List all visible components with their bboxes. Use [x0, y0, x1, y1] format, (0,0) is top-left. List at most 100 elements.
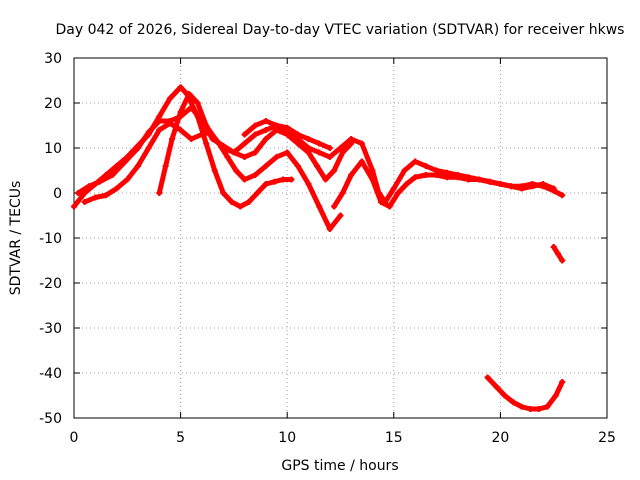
data-point: [177, 84, 184, 91]
data-point: [305, 136, 312, 142]
data-point: [81, 199, 88, 205]
y-tick-label: -30: [39, 321, 62, 337]
data-point: [262, 136, 269, 142]
data-point: [252, 172, 259, 178]
data-point: [271, 178, 278, 185]
data-point: [113, 185, 120, 192]
data-point: [262, 181, 269, 187]
data-point: [510, 399, 517, 406]
data-point: [497, 181, 504, 187]
data-point: [252, 122, 259, 129]
data-point: [331, 203, 338, 210]
data-point: [145, 129, 152, 136]
data-point: [162, 163, 169, 169]
data-point: [422, 163, 429, 169]
data-point: [348, 172, 355, 178]
data-point: [401, 167, 408, 174]
data-point: [245, 199, 252, 205]
data-point: [326, 226, 333, 232]
data-point: [316, 140, 323, 147]
x-tick-label: 20: [491, 430, 509, 446]
data-point: [358, 140, 365, 147]
data-point: [220, 145, 227, 151]
data-point: [508, 183, 515, 190]
data-point: [326, 145, 333, 151]
data-point: [254, 190, 261, 196]
data-point: [145, 145, 152, 151]
data-point: [316, 203, 323, 210]
data-point: [518, 403, 525, 410]
series-line: [485, 375, 565, 412]
data-point: [203, 122, 210, 129]
series-layer: [71, 84, 566, 412]
data-point: [454, 174, 461, 181]
ticks-layer: 0 5 10 15 20 25 -50 -40 -30 -20 -10 0 10 20 30: [39, 51, 616, 446]
x-tick-label: 5: [176, 430, 185, 446]
data-point: [529, 183, 536, 190]
data-point: [203, 140, 210, 147]
data-point: [233, 167, 240, 174]
data-point: [337, 145, 344, 151]
data-point: [484, 374, 491, 381]
data-point: [262, 127, 269, 133]
data-point: [134, 145, 141, 151]
data-point: [305, 145, 312, 151]
data-point: [241, 140, 248, 147]
data-point: [102, 192, 109, 199]
y-tick-label: -40: [39, 366, 62, 382]
data-point: [109, 172, 116, 178]
series-s6: [331, 158, 557, 210]
data-point: [241, 176, 248, 183]
y-tick-label: 10: [44, 141, 62, 157]
data-point: [550, 185, 557, 192]
data-point: [156, 190, 163, 196]
data-point: [228, 199, 235, 205]
series-s4: [156, 91, 355, 196]
y-tick-label: -20: [39, 276, 62, 292]
data-point: [75, 190, 82, 196]
data-point: [358, 158, 365, 165]
series-line: [156, 91, 354, 196]
data-point: [554, 250, 561, 257]
data-point: [230, 149, 237, 156]
x-axis-label: GPS time / hours: [281, 458, 398, 474]
data-point: [316, 149, 323, 156]
data-point: [322, 176, 329, 183]
data-point: [284, 149, 291, 156]
data-point: [186, 91, 193, 97]
data-point: [348, 136, 355, 142]
data-point: [559, 379, 566, 385]
data-point: [305, 181, 312, 187]
y-tick-label: 0: [53, 186, 62, 202]
data-point: [378, 199, 385, 205]
data-point: [518, 185, 525, 192]
data-point: [395, 190, 402, 196]
data-point: [124, 176, 131, 183]
data-point: [527, 406, 534, 412]
x-tick-label: 10: [278, 430, 296, 446]
data-point: [465, 176, 472, 183]
data-point: [211, 136, 218, 142]
data-point: [403, 181, 410, 187]
data-point: [166, 95, 173, 102]
data-point: [386, 203, 393, 210]
data-point: [339, 190, 346, 196]
data-point: [211, 167, 218, 174]
series-s7: [550, 244, 566, 264]
data-point: [262, 163, 269, 169]
series-s8: [484, 374, 566, 412]
data-point: [122, 158, 129, 165]
data-point: [535, 406, 542, 412]
data-point: [540, 181, 547, 187]
y-tick-label: 20: [44, 96, 62, 112]
data-point: [262, 118, 269, 124]
data-point: [194, 100, 201, 106]
x-tick-label: 15: [385, 430, 403, 446]
data-point: [134, 163, 141, 169]
data-point: [241, 154, 248, 160]
data-point: [252, 131, 259, 138]
data-point: [559, 192, 566, 199]
data-point: [422, 172, 429, 178]
data-point: [412, 174, 419, 181]
